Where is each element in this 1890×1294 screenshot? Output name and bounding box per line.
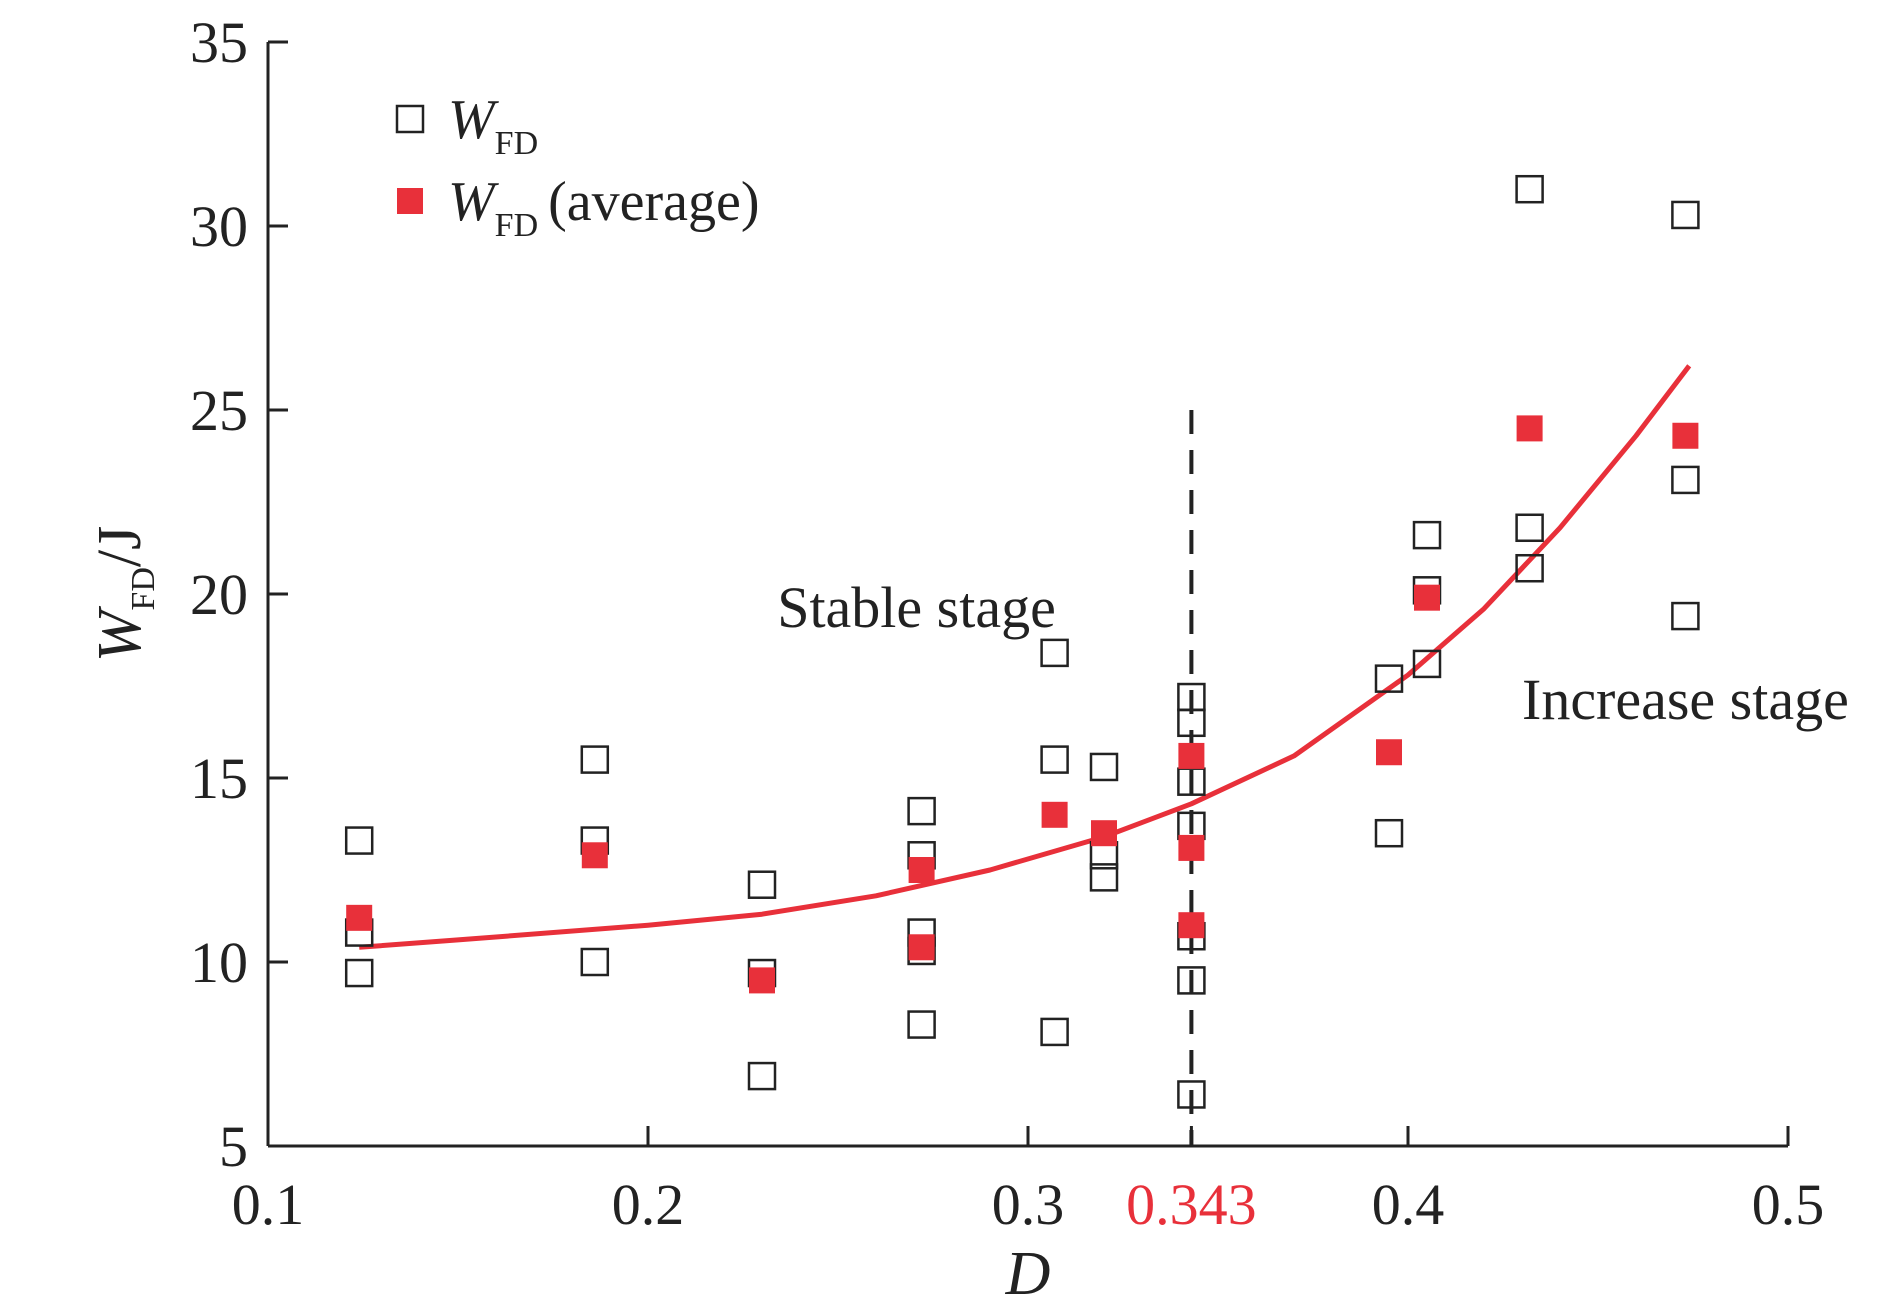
x-tick-label: 0.4 (1372, 1172, 1445, 1237)
x-tick-label: 0.3 (992, 1172, 1065, 1237)
open-square-point (747, 870, 777, 899)
average-square-point (346, 904, 373, 931)
y-axis-title: WFD/J (86, 526, 162, 662)
y-tick-label: 20 (190, 562, 248, 627)
annotations-layer: Stable stage Increase stage (777, 575, 1849, 732)
axes-layer (266, 40, 1790, 1148)
legend-open-square-icon (395, 104, 425, 134)
average-square-point (1672, 422, 1699, 449)
open-square-point (1177, 708, 1206, 738)
open-square-point (344, 958, 374, 988)
open-square-point (1040, 638, 1069, 668)
average-square-point (1178, 742, 1205, 769)
average-square-point (1041, 801, 1068, 828)
open-square-point (747, 1061, 777, 1091)
x-tick-label: 0.1 (232, 1172, 305, 1237)
open-square-point (1374, 818, 1404, 848)
average-square-point (1376, 739, 1402, 766)
fit-curve-layer (359, 364, 1692, 950)
legend: WFD WFD (average) (395, 89, 760, 244)
open-square-point (1089, 752, 1119, 782)
open-square-point (1089, 863, 1119, 892)
open-square-point (1515, 553, 1544, 583)
open-square-point (1177, 767, 1206, 796)
average-square-point (1516, 415, 1543, 442)
data-marks-layer (344, 174, 1700, 1109)
average-square-point (581, 842, 608, 869)
legend-label: WFD (448, 89, 538, 162)
average-square-point (908, 857, 935, 883)
open-square-point (1671, 465, 1700, 495)
open-square-point (1177, 1080, 1206, 1109)
open-square-point (1671, 200, 1700, 230)
open-square-point (344, 826, 374, 855)
y-tick-label: 25 (190, 378, 248, 443)
open-square-point (1177, 682, 1206, 712)
fit-curve (359, 364, 1692, 950)
open-square-point (1177, 966, 1206, 995)
open-square-point (1671, 601, 1700, 631)
open-square-point (1515, 513, 1544, 543)
average-square-point (1178, 834, 1205, 861)
open-square-point (1412, 649, 1442, 679)
average-square-point (749, 967, 775, 994)
open-square-point (1515, 174, 1544, 204)
open-square-point (1374, 664, 1404, 693)
legend-filled-square-icon (397, 188, 423, 214)
average-square-point (908, 934, 935, 961)
y-tick-label: 30 (190, 194, 248, 259)
open-square-point (1412, 520, 1442, 550)
y-tick-label: 15 (190, 746, 248, 811)
x-tick-label: 0.5 (1752, 1172, 1825, 1237)
open-square-point (1040, 1017, 1069, 1047)
average-square-point (1091, 820, 1117, 847)
average-square-point (1414, 584, 1440, 611)
y-tick-label: 10 (190, 930, 248, 995)
open-square-point (1040, 745, 1069, 774)
stage-annotation: Increase stage (1522, 667, 1849, 732)
y-tick-label: 5 (219, 1114, 248, 1179)
open-square-point (580, 745, 610, 774)
legend-label: WFD (average) (448, 171, 760, 244)
y-tick-label: 35 (190, 10, 248, 75)
threshold-label: 0.343 (1126, 1172, 1257, 1237)
x-tick-label: 0.2 (612, 1172, 685, 1237)
open-square-point (580, 947, 610, 977)
labels-layer: D WFD/J 0.1 0.2 0.3 0.4 0.5 5 10 15 20 25 30 35 0.34… (86, 10, 1824, 1294)
average-square-point (1178, 912, 1205, 939)
x-axis-title: D (1005, 1240, 1051, 1294)
stage-annotation: Stable stage (777, 575, 1056, 640)
open-square-point (907, 1010, 936, 1039)
open-square-point (907, 796, 936, 826)
